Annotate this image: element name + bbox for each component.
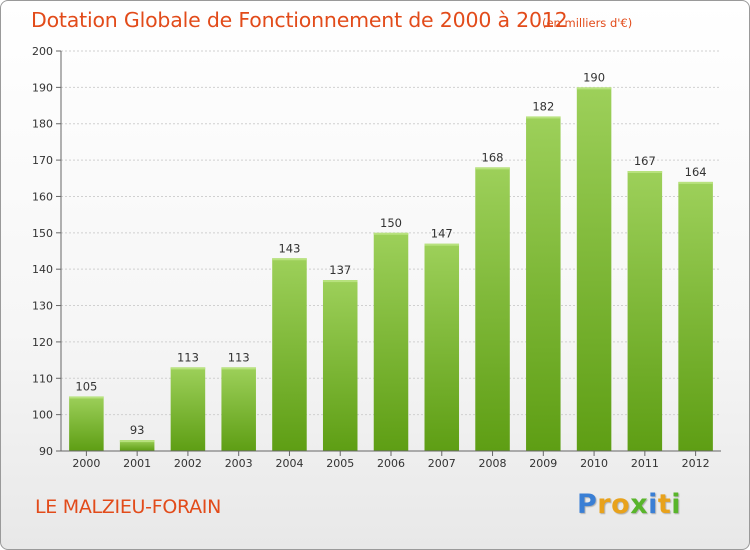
x-tick-label: 2004 (275, 457, 303, 470)
bar-highlight (221, 367, 256, 370)
y-tick-label: 150 (32, 227, 53, 240)
y-tick-label: 100 (32, 409, 53, 422)
bar-highlight (322, 280, 358, 283)
logo-letter: x (630, 489, 649, 520)
bar-highlight (424, 243, 460, 246)
value-label: 147 (431, 227, 453, 241)
bar-2011 (627, 171, 663, 451)
value-label: 167 (634, 154, 656, 168)
bar-2004 (272, 258, 307, 451)
bars (69, 87, 713, 452)
bar-2008 (475, 167, 510, 451)
bar-2003 (221, 367, 256, 451)
y-tick-label: 120 (32, 336, 53, 349)
y-tick-label: 90 (39, 445, 53, 458)
bar-highlight (627, 171, 663, 173)
axes: 90 100 110 120 130 140 150 160 170 180 190 200 2000 2… (32, 45, 721, 470)
bar-2012 (678, 181, 713, 451)
bar-highlight (475, 167, 510, 170)
x-tick-label: 2000 (72, 457, 100, 470)
value-label: 150 (380, 216, 402, 230)
x-tick-label: 2010 (580, 457, 608, 470)
value-label: 164 (685, 165, 707, 179)
bar-highlight (526, 116, 561, 119)
value-label: 93 (130, 423, 145, 437)
value-label: 190 (583, 70, 605, 84)
commune-name: LE MALZIEU-FORAIN (35, 496, 222, 518)
logo-letter: r (597, 489, 612, 520)
bar-highlight (576, 87, 612, 90)
unit-note: (en milliers d'€) (542, 16, 633, 30)
bar-highlight (272, 258, 307, 261)
y-tick-label: 170 (32, 154, 53, 167)
bar-2009 (526, 116, 561, 452)
bar-highlight (373, 232, 409, 235)
bar-highlight (69, 396, 104, 399)
bar-2000 (69, 396, 104, 451)
y-tick-label: 180 (32, 118, 53, 131)
bar-highlight (119, 440, 155, 443)
x-tick-label: 2006 (377, 457, 405, 470)
x-tick-label: 2009 (529, 457, 557, 470)
bar-2006 (373, 232, 409, 451)
bar-highlight (170, 367, 206, 370)
y-tick-label: 140 (32, 263, 53, 276)
x-tick-label: 2005 (326, 457, 354, 470)
x-tick-label: 2007 (428, 457, 456, 470)
x-tick-label: 2003 (225, 457, 253, 470)
y-tick-label: 190 (32, 81, 53, 94)
logo-letter: t (657, 489, 672, 520)
y-tick-label: 200 (32, 45, 53, 58)
bar-2001 (119, 440, 155, 451)
x-tick-label: 2002 (174, 457, 202, 470)
x-tick-label: 2011 (631, 457, 659, 470)
y-tick-label: 110 (32, 372, 53, 385)
value-label: 137 (329, 263, 351, 277)
value-label: 105 (75, 379, 97, 393)
bar-highlight (678, 181, 713, 184)
bar-2010 (576, 87, 612, 451)
logo-letter: o (611, 489, 631, 520)
value-label: 182 (532, 99, 554, 113)
x-tick-label: 2008 (479, 457, 507, 470)
y-tick-label: 160 (32, 190, 53, 203)
value-label: 113 (228, 350, 250, 364)
x-tick-label: 2012 (682, 457, 710, 470)
proxiti-logo: Proxiti (577, 489, 681, 520)
value-label: 168 (482, 150, 504, 164)
bar-2002 (170, 367, 206, 451)
logo-letter: P (577, 489, 598, 520)
logo-letter: i (671, 489, 682, 520)
y-tick-label: 130 (32, 300, 53, 313)
value-label: 113 (177, 350, 199, 364)
x-tick-label: 2001 (123, 457, 151, 470)
data-labels: 105 93 113 113 143 137 150 147 168 182 190 167 164 (75, 70, 706, 437)
chart-title: Dotation Globale de Fonctionnement de 20… (31, 8, 568, 32)
logo-letter: i (648, 489, 658, 520)
bar-2007 (424, 243, 460, 451)
value-label: 143 (278, 241, 300, 255)
bar-2005 (322, 280, 358, 451)
